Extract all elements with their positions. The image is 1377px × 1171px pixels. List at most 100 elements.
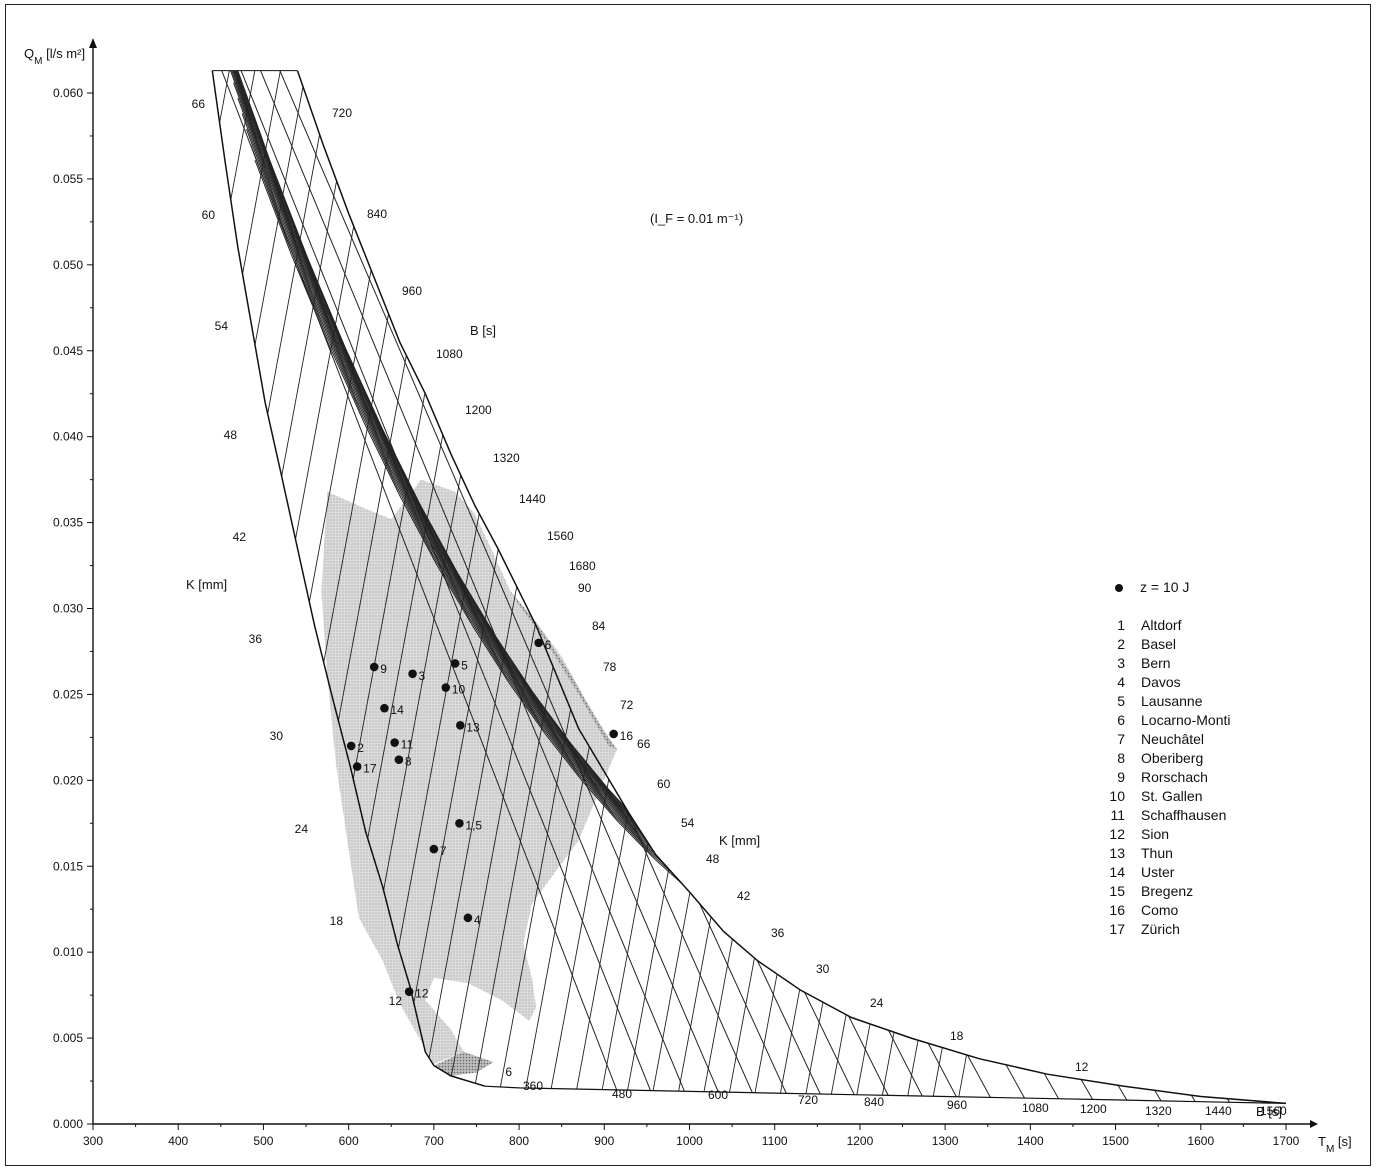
cross-line bbox=[723, 70, 929, 1104]
x-tick-label: 900 bbox=[594, 1134, 614, 1148]
k-label-right: 48 bbox=[706, 852, 720, 866]
legend-station-name: Locarno-Monti bbox=[1141, 712, 1231, 728]
legend-station-number: 2 bbox=[1117, 636, 1125, 652]
legend-station-name: Sion bbox=[1141, 826, 1169, 842]
k-label-right: 42 bbox=[737, 889, 751, 903]
y-tick-label: 0.015 bbox=[53, 859, 83, 873]
station-point-label: 9 bbox=[380, 662, 387, 676]
legend-marker bbox=[1115, 584, 1123, 592]
station-region-shading bbox=[321, 479, 618, 1076]
x-tick-label: 300 bbox=[83, 1134, 103, 1148]
station-point-label: 14 bbox=[390, 703, 404, 717]
station-point bbox=[463, 913, 473, 923]
y-axis-arrow bbox=[89, 38, 97, 48]
k-label-right: 12 bbox=[1075, 1060, 1089, 1074]
cross-line bbox=[825, 70, 1031, 1104]
b-label-top: 840 bbox=[367, 207, 387, 221]
b-label-bottom: 1320 bbox=[1145, 1104, 1172, 1118]
envelope-left bbox=[211, 70, 486, 1087]
legend-station-number: 5 bbox=[1117, 693, 1125, 709]
legend-marker-label: z = 10 J bbox=[1140, 579, 1189, 595]
b-line bbox=[522, 70, 1210, 1104]
b-line bbox=[578, 70, 1286, 1104]
legend-station-name: Bern bbox=[1141, 655, 1171, 671]
station-point bbox=[390, 738, 399, 747]
k-label-right: 30 bbox=[816, 962, 830, 976]
station-region-band bbox=[510, 591, 618, 750]
b-label-bottom: 1440 bbox=[1205, 1104, 1232, 1118]
b-label-bottom: 1080 bbox=[1022, 1101, 1049, 1115]
station-point bbox=[352, 762, 362, 771]
k-label-left: 12 bbox=[389, 994, 403, 1008]
legend-station-number: 3 bbox=[1117, 655, 1125, 671]
cross-line bbox=[850, 70, 1057, 1104]
legend-station-number: 8 bbox=[1117, 750, 1125, 766]
k-label-right: 66 bbox=[637, 737, 651, 751]
y-tick-label: 0.005 bbox=[53, 1031, 83, 1045]
k-label-left: 60 bbox=[202, 208, 216, 222]
y-tick-label: 0.045 bbox=[53, 344, 83, 358]
legend-station-number: 17 bbox=[1109, 921, 1125, 937]
y-tick-label: 0.030 bbox=[53, 602, 83, 616]
legend-station-name: Bregenz bbox=[1141, 883, 1193, 899]
station-point-label: 6 bbox=[545, 638, 552, 652]
k-label-left: 18 bbox=[330, 914, 344, 928]
b-label-bottom: 360 bbox=[523, 1079, 543, 1093]
cross-line bbox=[212, 70, 316, 1104]
y-tick-label: 0.040 bbox=[53, 430, 83, 444]
b-label-bottom: 840 bbox=[864, 1095, 884, 1109]
cross-line bbox=[212, 70, 341, 1104]
legend-station-number: 16 bbox=[1109, 902, 1125, 918]
legend-station-name: Altdorf bbox=[1141, 617, 1182, 633]
chart-frame bbox=[5, 4, 1371, 1166]
y-tick-label: 0.020 bbox=[53, 773, 83, 787]
cross-line bbox=[927, 70, 1134, 1104]
station-point-label: 13 bbox=[466, 720, 480, 734]
legend-station-number: 10 bbox=[1109, 788, 1125, 804]
cross-line bbox=[902, 70, 1108, 1104]
k-label-right: 18 bbox=[950, 1029, 964, 1043]
legend-station-name: Zürich bbox=[1141, 921, 1180, 937]
cross-line bbox=[569, 70, 776, 1104]
b-line bbox=[597, 70, 1286, 1104]
legend-station-number: 12 bbox=[1109, 826, 1125, 842]
x-axis-arrow bbox=[1310, 1120, 1318, 1128]
x-tick-label: 1500 bbox=[1102, 1134, 1129, 1148]
cross-line bbox=[876, 70, 1082, 1104]
b-line bbox=[484, 70, 1142, 1104]
legend-station-number: 1 bbox=[1117, 617, 1125, 633]
station-point-label: 5 bbox=[461, 658, 468, 672]
legend-station-number: 11 bbox=[1110, 807, 1125, 823]
y-tick-label: 0.035 bbox=[53, 516, 83, 530]
cross-line bbox=[493, 70, 699, 1104]
legend-station-name: Schaffhausen bbox=[1141, 807, 1226, 823]
b-label-top: 1200 bbox=[465, 403, 492, 417]
y-axis-title: QM [l/s m²] bbox=[24, 46, 85, 67]
k-axis-label-right: K [mm] bbox=[719, 833, 760, 848]
station-point-label: 12 bbox=[415, 987, 429, 1001]
x-tick-label: 600 bbox=[339, 1134, 359, 1148]
grid-labels: 6660544842363024181269084787266605448423… bbox=[192, 97, 1287, 1118]
b-label-bottom: 960 bbox=[947, 1098, 967, 1112]
x-tick-label: 1400 bbox=[1017, 1134, 1044, 1148]
legend-station-name: Uster bbox=[1141, 864, 1175, 880]
station-point bbox=[394, 755, 404, 765]
b-line bbox=[634, 70, 1286, 1104]
station-point bbox=[534, 638, 543, 648]
envelope-bottom bbox=[484, 1085, 1287, 1104]
b-line bbox=[447, 70, 1074, 1104]
station-point bbox=[609, 729, 618, 739]
x-tick-label: 1000 bbox=[676, 1134, 703, 1148]
x-tick-label: 1600 bbox=[1187, 1134, 1214, 1148]
cross-line bbox=[646, 70, 852, 1104]
b-axis-label-bottom: B [s] bbox=[1256, 1104, 1282, 1119]
b-label-top: 1560 bbox=[547, 529, 574, 543]
legend-station-number: 14 bbox=[1109, 864, 1125, 880]
k-label-left: 24 bbox=[295, 822, 309, 836]
k-label-left: 6 bbox=[505, 1065, 512, 1079]
x-tick-label: 400 bbox=[168, 1134, 188, 1148]
legend-station-name: Como bbox=[1141, 902, 1179, 918]
x-tick-label: 800 bbox=[509, 1134, 529, 1148]
envelope-right bbox=[296, 70, 1287, 1105]
b-line bbox=[222, 70, 665, 1104]
